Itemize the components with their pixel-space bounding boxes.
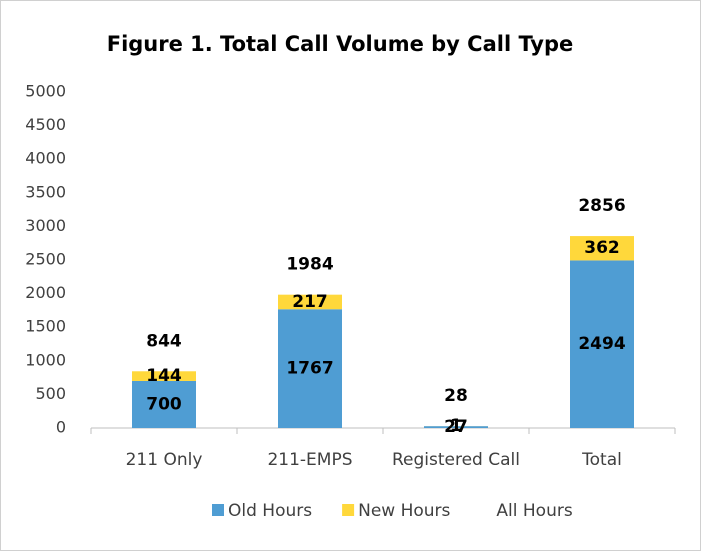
legend-label: All Hours [496, 501, 572, 521]
y-tick-label: 1000 [25, 350, 66, 369]
y-tick-label: 4000 [25, 149, 66, 168]
y-tick-label: 3500 [25, 182, 66, 201]
data-label: 2494 [578, 334, 625, 354]
y-tick-label: 500 [35, 384, 66, 403]
data-label: 217 [292, 292, 328, 312]
x-tick-label: Total [581, 450, 622, 470]
x-tick-label: Registered Call [392, 450, 520, 470]
data-label: 144 [146, 366, 182, 386]
legend-swatch [342, 504, 354, 516]
chart-title: Figure 1. Total Call Volume by Call Type [107, 32, 574, 56]
y-tick-label: 2500 [25, 250, 66, 269]
data-label: 844 [146, 331, 182, 351]
data-label: 700 [146, 394, 182, 414]
legend-label: Old Hours [228, 501, 312, 521]
y-tick-label: 1500 [25, 317, 66, 336]
x-tick-label: 211 Only [126, 450, 203, 470]
data-label: 1984 [286, 255, 333, 275]
y-tick-label: 2000 [25, 283, 66, 302]
data-label: 1 [450, 416, 462, 436]
y-tick-label: 5000 [25, 82, 66, 101]
legend-label: New Hours [358, 501, 450, 521]
legend-swatch [212, 504, 224, 516]
data-label: 1767 [286, 359, 333, 379]
y-tick-label: 4500 [25, 115, 66, 134]
data-label: 2856 [578, 196, 625, 216]
y-tick-label: 0 [56, 418, 66, 437]
data-label: 28 [444, 386, 468, 406]
data-label: 362 [584, 238, 620, 258]
x-tick-label: 211-EMPS [267, 450, 352, 470]
y-tick-label: 3000 [25, 216, 66, 235]
